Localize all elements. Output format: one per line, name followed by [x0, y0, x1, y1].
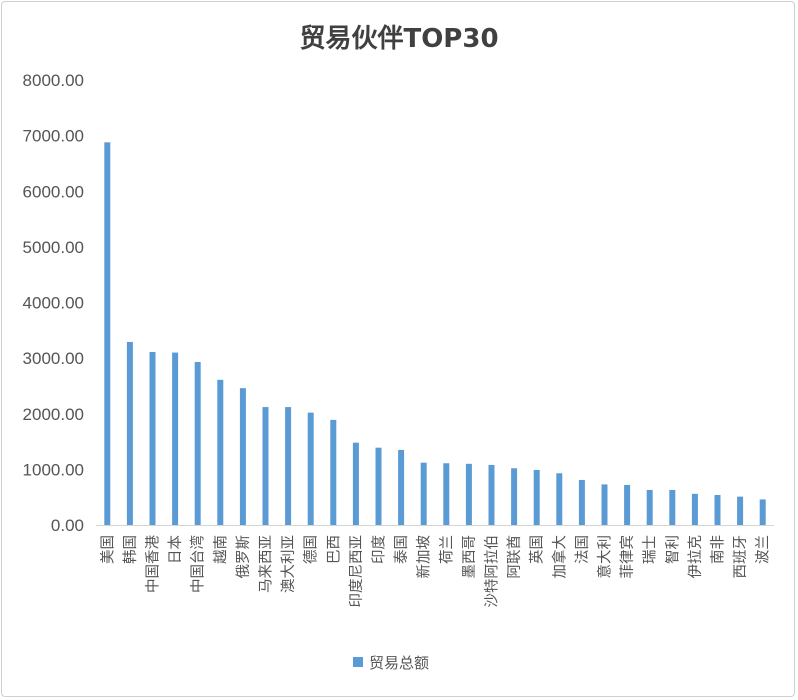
bar: [217, 379, 224, 525]
x-category-label: 意大利: [596, 535, 614, 579]
x-category-label: 巴西: [326, 535, 342, 564]
bar: [691, 493, 698, 525]
y-tick-label: 7000.00: [23, 127, 84, 146]
y-tick-label: 6000.00: [23, 182, 84, 201]
y-tick-label: 5000.00: [23, 238, 84, 257]
y-tick-label: 2000.00: [23, 405, 84, 424]
x-category-label: 墨西哥: [462, 535, 478, 579]
x-category-label: 美国: [99, 535, 116, 564]
bar: [126, 341, 133, 525]
bar: [465, 463, 472, 525]
x-category-label: 菲律宾: [619, 535, 636, 579]
x-category-label: 泰国: [393, 535, 410, 564]
bar: [307, 412, 314, 525]
x-category-label: 日本: [167, 535, 184, 564]
x-category-label: 印度尼西亚: [348, 535, 365, 608]
bar: [511, 468, 518, 525]
x-category-label: 荷兰: [438, 535, 455, 564]
x-axis-categories: 美国 韩国 中国香港 日本 中国台湾 越南 俄罗斯 马来西亚 澳大利亚 德国 巴西 印度尼西亚 印度 泰国…: [99, 535, 771, 608]
legend: 贸易总额: [353, 654, 429, 672]
bar: [443, 463, 450, 525]
x-category-label: 西班牙: [732, 535, 749, 579]
bar: [285, 407, 292, 525]
y-tick-label: 3000.00: [23, 349, 84, 368]
y-axis-ticks: 0.00 1000.00 2000.00 3000.00 4000.00 5000.00 6…: [23, 71, 84, 535]
bar: [578, 479, 585, 525]
x-category-label: 伊拉克: [687, 535, 704, 579]
legend-label: 贸易总额: [369, 654, 429, 672]
bar: [737, 496, 744, 525]
x-category-label: 中国台湾: [190, 535, 207, 593]
x-category-label: 印度: [371, 535, 388, 564]
x-category-label: 加拿大: [550, 535, 568, 579]
y-tick-label: 0.00: [51, 516, 84, 535]
bar: [759, 499, 766, 525]
x-category-label: 中国香港: [145, 535, 162, 593]
x-category-label: 阿联酋: [505, 535, 523, 579]
bar: [624, 484, 631, 525]
x-category-label: 波兰: [755, 535, 772, 564]
x-category-label: 德国: [303, 535, 320, 564]
bar: [330, 419, 337, 525]
bar-series: [104, 142, 766, 526]
x-category-label: 沙特阿拉伯: [484, 535, 501, 608]
bar: [262, 407, 269, 525]
x-category-label: 韩国: [122, 535, 139, 564]
bar: [172, 352, 179, 525]
bar: [398, 449, 405, 525]
bar: [420, 462, 427, 525]
bar: [104, 142, 111, 526]
x-category-label: 英国: [528, 535, 546, 564]
bar: [488, 464, 495, 525]
x-category-label: 南非: [710, 535, 727, 564]
bar: [194, 362, 201, 525]
y-tick-label: 1000.00: [23, 460, 84, 479]
x-category-label: 新加坡: [416, 535, 433, 579]
x-category-label: 智利: [664, 535, 681, 564]
chart-title: 贸易伙伴TOP30: [299, 24, 499, 54]
bar: [239, 388, 246, 525]
bar: [375, 447, 382, 525]
bar: [352, 442, 359, 525]
legend-swatch: [353, 657, 363, 667]
y-tick-label: 8000.00: [23, 71, 84, 90]
bar: [556, 473, 563, 525]
x-category-label: 俄罗斯: [235, 535, 252, 579]
x-category-label: 越南: [212, 535, 229, 564]
x-category-label: 澳大利亚: [280, 535, 297, 593]
y-tick-label: 4000.00: [23, 294, 84, 313]
x-category-label: 法国: [574, 535, 591, 564]
bar: [646, 489, 653, 525]
bar: [533, 469, 540, 525]
bar: [601, 484, 608, 525]
x-category-label: 马来西亚: [258, 535, 275, 593]
bar: [714, 494, 721, 525]
x-category-label: 瑞士: [642, 535, 659, 564]
bar: [669, 489, 676, 525]
bar: [149, 352, 156, 525]
